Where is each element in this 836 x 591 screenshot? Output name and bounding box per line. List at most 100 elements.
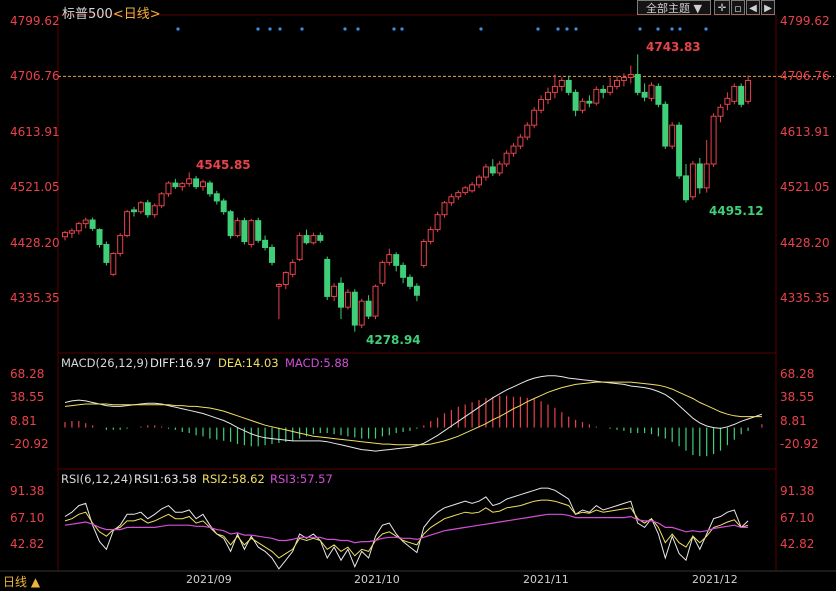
- candle-body: [262, 239, 269, 248]
- price-tick-left: 4428.20: [10, 235, 60, 250]
- candle-body: [662, 103, 669, 147]
- crosshair-button[interactable]: ✛: [714, 0, 730, 15]
- candle-body: [379, 261, 386, 284]
- candle-body: [213, 193, 220, 202]
- macd-diff-line: [64, 375, 763, 452]
- candle-body: [420, 241, 427, 266]
- event-dot: [670, 27, 674, 31]
- candle-body: [531, 109, 538, 126]
- macd-tick-right: 38.55: [780, 390, 815, 405]
- macd-legend-diff: DIFF:16.97: [150, 356, 212, 370]
- candle-body: [227, 211, 234, 237]
- candle-body: [572, 91, 579, 111]
- event-dot: [400, 27, 404, 31]
- candle-body: [413, 285, 420, 296]
- price-tick-right: 4706.76: [780, 69, 830, 84]
- event-dot: [343, 27, 347, 31]
- annotation-high-nov: 4743.83: [646, 40, 701, 54]
- candle-body: [731, 85, 738, 102]
- prev-button[interactable]: ◀: [746, 0, 760, 15]
- candle-body: [745, 79, 752, 102]
- candle-body: [496, 163, 503, 174]
- candle-body: [117, 235, 124, 254]
- rsi-legend-name: RSI(6,12,24): [61, 472, 133, 486]
- x-tick-sep: 2021/09: [186, 573, 232, 586]
- candle-body: [234, 220, 241, 237]
- candle-body: [365, 300, 372, 317]
- rsi-tick-left: 91.38: [10, 484, 45, 498]
- x-tick-oct: 2021/10: [354, 573, 400, 586]
- rsi-tick-left: 67.10: [10, 510, 45, 525]
- rsi-legend-rsi1: RSI1:63.58: [134, 472, 197, 486]
- candle-body: [89, 219, 96, 229]
- macd-tick-right: -20.92: [780, 437, 819, 451]
- rsi2-line: [64, 499, 749, 559]
- rsi-tick-right: 67.10: [780, 510, 815, 525]
- candle-body: [269, 246, 275, 263]
- chart-frame: [0, 14, 836, 572]
- candle-body: [338, 282, 344, 308]
- period-label[interactable]: <日线>: [112, 7, 161, 22]
- candle-body: [344, 291, 351, 308]
- event-dot: [278, 27, 282, 31]
- candle-body: [696, 163, 703, 189]
- candle-body: [324, 258, 331, 297]
- candle-body: [103, 244, 110, 263]
- event-dot: [479, 27, 483, 31]
- toggle-button[interactable]: ▫: [731, 0, 745, 15]
- event-dot: [268, 27, 272, 31]
- candle-body: [137, 202, 144, 213]
- macd-tick-left: -20.92: [10, 437, 49, 451]
- event-dot: [574, 27, 578, 31]
- rsi-tick-right: 42.82: [780, 537, 815, 551]
- arrow-right-icon: ▶: [764, 3, 772, 14]
- candle-body: [524, 124, 531, 138]
- candle-body: [386, 254, 393, 263]
- candle-body: [75, 223, 82, 232]
- candle-body: [331, 285, 338, 297]
- candle-body: [241, 220, 248, 243]
- price-tick-left: 4613.91: [10, 124, 60, 139]
- candle-body: [469, 184, 476, 192]
- candle-body: [400, 264, 407, 278]
- candle-body: [220, 200, 227, 213]
- candle-body: [558, 79, 565, 87]
- candle-body: [482, 166, 489, 178]
- candle-body: [303, 235, 310, 244]
- price-tick-right: 4521.05: [780, 180, 830, 195]
- box-icon: ▫: [734, 2, 742, 15]
- candle-body: [372, 285, 379, 317]
- rsi-tick-right: 91.38: [780, 484, 815, 498]
- candle-body: [607, 85, 614, 93]
- candle-body: [282, 272, 289, 285]
- macd-legend-name: MACD(26,12,9): [61, 356, 149, 370]
- period-footer-button[interactable]: 日线 ▲: [0, 574, 59, 591]
- candle-body: [641, 91, 648, 98]
- candle-body: [579, 100, 586, 111]
- candle-body: [317, 235, 324, 241]
- next-button[interactable]: ▶: [761, 0, 775, 15]
- candle-body: [710, 115, 717, 165]
- candle-body: [131, 209, 137, 213]
- candle-body: [703, 163, 710, 189]
- candle-body: [82, 219, 89, 225]
- price-tick-left: 4706.76: [10, 69, 60, 84]
- candle-body: [683, 175, 689, 201]
- candle-body: [634, 73, 641, 93]
- candle-body: [434, 214, 441, 231]
- candle-body: [676, 124, 683, 177]
- candle-body: [310, 235, 317, 244]
- price-tick-right: 4613.91: [780, 124, 830, 139]
- macd-legend-dea: DEA:14.03: [218, 356, 279, 370]
- candle-body: [407, 276, 413, 287]
- rsi-legend-rsi2: RSI2:58.62: [202, 472, 265, 486]
- candle-body: [538, 99, 545, 111]
- candle-body: [489, 166, 496, 174]
- price-tick-left: 4521.05: [10, 180, 60, 195]
- theme-dropdown[interactable]: 全部主题 ▼: [637, 0, 711, 15]
- candle-body: [172, 182, 179, 188]
- candle-body: [510, 145, 517, 154]
- candle-body: [289, 261, 296, 275]
